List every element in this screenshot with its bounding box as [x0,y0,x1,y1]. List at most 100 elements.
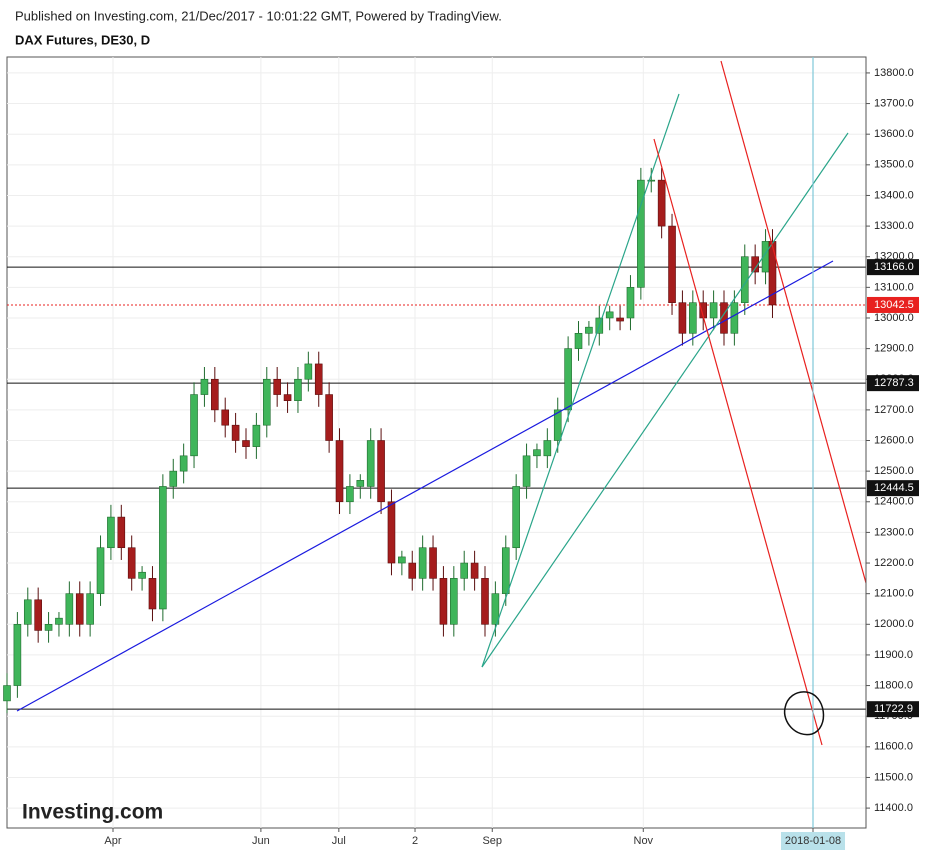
candle-body [387,501,396,564]
candle-body [481,578,489,625]
level-label: 11722.9 [874,703,913,715]
candle-body [86,593,94,625]
y-tick-label: 11400.0 [874,802,913,814]
candle-body [647,179,656,182]
level-label: 12444.5 [874,482,914,494]
level-label-box [867,259,919,276]
level-label: 12787.3 [874,377,914,389]
candle-body [356,480,365,487]
candle-body [96,547,105,594]
candle-body [533,449,541,457]
x-tick-label: Sep [482,835,502,847]
x-tick-label: 2018-01-08 [785,835,841,847]
candle-body [335,440,344,503]
candle-body [179,455,188,472]
y-tick-label: 11800.0 [874,679,913,691]
y-tick-label: 12500.0 [874,465,914,477]
candle-body [44,623,53,631]
y-tick-label: 12900.0 [874,343,914,355]
logo: Investing.com [22,801,163,824]
candle-body [470,562,479,579]
x-tick-label: 2 [412,835,418,847]
y-tick-label: 13100.0 [874,281,914,293]
candle-body [605,311,614,319]
y-tick-label: 12200.0 [874,557,914,569]
candle-body [273,378,281,395]
candle-body [221,409,230,426]
candle-body [689,302,697,334]
y-tick-label: 11500.0 [874,771,913,783]
trend-line [653,138,823,746]
candle-body [75,593,84,625]
candle-body [637,179,645,288]
candle-body [450,578,458,625]
candle-body [564,348,572,411]
candle-body [127,547,136,579]
y-tick-label: 13300.0 [874,220,914,232]
candle-body [13,623,22,686]
y-tick-label: 13700.0 [874,97,914,109]
candle-body [252,424,261,447]
candle-body [190,394,198,457]
candle-body [169,470,178,487]
plot-frame [6,56,867,829]
last-price-label: 13042.5 [874,299,914,311]
chart-title: DAX Futures, DE30, D [15,32,150,47]
published-note: Published on Investing.com, 21/Dec/2017 … [15,8,502,23]
candle-body [283,394,292,401]
candle-body [211,378,219,411]
trend-drawings [16,57,867,828]
level-label: 13166.0 [874,261,914,273]
circle-annotation [783,691,825,736]
candle-body [678,302,687,334]
candle-body [491,593,500,625]
y-tick-label: 13000.0 [874,312,914,324]
trend-line [481,93,680,668]
x-tick-label: Nov [634,835,654,847]
candle-body [709,302,718,319]
candle-body [117,516,126,549]
trend-line [481,132,849,668]
candle-body [242,440,250,447]
candle-body [138,571,146,579]
candle-body [657,179,666,227]
candle-body [366,440,375,487]
y-tick-label: 11900.0 [874,649,913,661]
trend-line [720,60,867,584]
candle-body [730,302,739,334]
candle-body [616,317,624,322]
y-tick-label: 12300.0 [874,526,914,538]
candle-body [501,547,510,594]
trend-line [16,260,834,712]
y-tick-label: 13800.0 [874,67,914,79]
candle-body [325,394,333,441]
candle-body [55,617,63,625]
last-price-box [867,296,919,313]
candle-body [304,363,313,380]
y-tick-label: 11600.0 [874,741,913,753]
candle-body [398,556,406,564]
candle-body [740,256,749,303]
candle-body [543,440,552,457]
candle-body [553,409,562,441]
candle-body [522,455,531,487]
y-tick-label: 13500.0 [874,159,914,171]
candle-body [429,547,437,579]
candle-body [200,378,209,395]
candle-body [23,599,32,625]
x-tick-highlight [781,832,846,850]
candle-body [346,486,354,503]
candle-body [262,378,271,426]
x-tick-label: Jul [332,835,346,847]
candle-body [460,562,469,579]
candle-body [626,287,635,319]
candle-body [512,486,520,549]
candle-body [377,440,385,503]
candle-body [34,599,42,631]
candle-body [574,332,583,349]
candle-body [3,685,11,702]
y-tick-label: 12100.0 [874,588,914,600]
candle-body [668,225,676,303]
candle-body [768,241,777,306]
x-tick-label: Apr [104,835,121,847]
